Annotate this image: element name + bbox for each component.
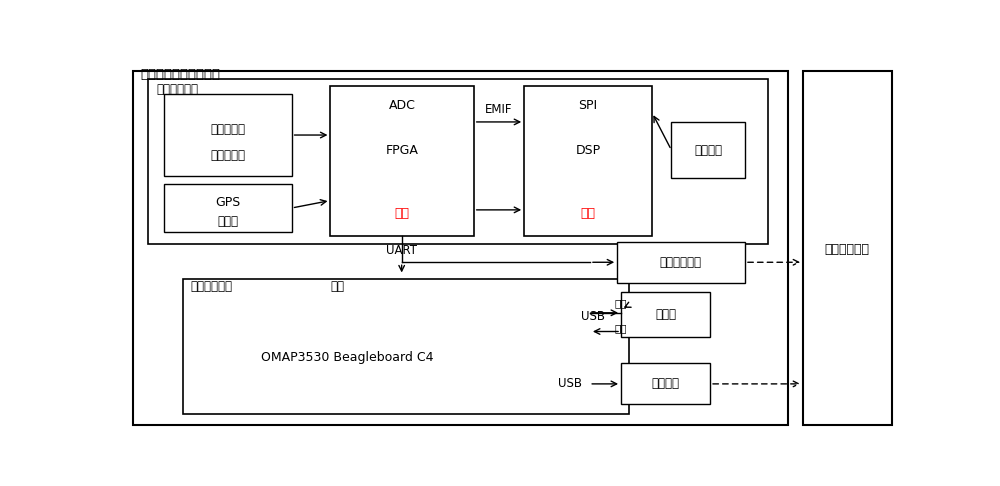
Bar	[330, 87, 474, 236]
Bar	[617, 242, 745, 283]
Text: 触发: 触发	[615, 298, 627, 309]
Bar	[803, 71, 892, 425]
Bar	[621, 364, 710, 404]
Text: SPI: SPI	[578, 99, 598, 112]
Bar	[183, 279, 629, 414]
Bar	[671, 122, 745, 178]
Text: 无线网卡: 无线网卡	[652, 378, 680, 390]
Text: 中断: 中断	[395, 207, 410, 220]
Text: 飞行控制模块: 飞行控制模块	[156, 83, 198, 96]
Text: ADC: ADC	[389, 99, 416, 112]
Bar	[524, 87, 652, 236]
Text: 空速传感器: 空速传感器	[210, 149, 245, 162]
Text: 串口: 串口	[330, 280, 344, 293]
Text: 微小型旋翼无人机机体: 微小型旋翼无人机机体	[140, 68, 220, 81]
Bar	[621, 292, 710, 337]
Text: 高度传感器: 高度传感器	[210, 123, 245, 136]
Bar	[133, 71, 788, 425]
Text: 第一级地面站: 第一级地面站	[825, 243, 870, 256]
Text: 惯性器件: 惯性器件	[694, 143, 722, 156]
Bar	[164, 184, 292, 232]
Text: 摄像头: 摄像头	[655, 308, 676, 321]
Text: FPGA: FPGA	[386, 143, 418, 156]
Text: GPS: GPS	[215, 196, 240, 209]
Text: OMAP3530 Beagleboard C4: OMAP3530 Beagleboard C4	[261, 351, 433, 364]
Text: 接收器: 接收器	[217, 215, 238, 227]
Text: 中断: 中断	[581, 207, 596, 220]
Bar	[164, 94, 292, 176]
Text: USB: USB	[558, 378, 582, 390]
Text: EMIF: EMIF	[485, 104, 512, 117]
Bar	[148, 79, 768, 243]
Text: UART: UART	[386, 243, 417, 257]
Text: USB: USB	[582, 310, 606, 323]
Text: 数字传输电台: 数字传输电台	[660, 256, 702, 269]
Text: 飞行管理模块: 飞行管理模块	[191, 280, 233, 293]
Text: 图像: 图像	[615, 324, 627, 333]
Text: DSP: DSP	[576, 143, 601, 156]
